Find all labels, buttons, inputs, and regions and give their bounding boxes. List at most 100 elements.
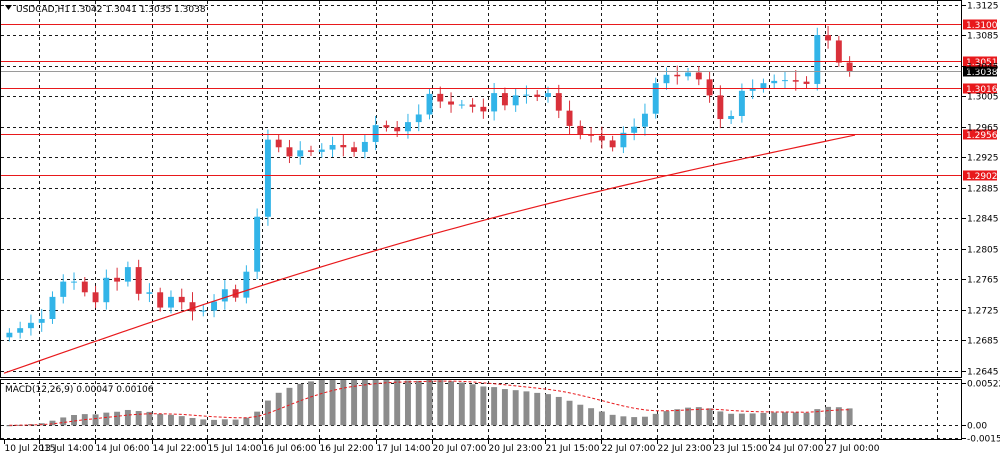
candle-body[interactable]	[534, 95, 540, 97]
macd-histogram-bar	[286, 388, 292, 425]
candle-body[interactable]	[168, 297, 174, 308]
macd-histogram-bar	[577, 405, 583, 426]
candle-body[interactable]	[545, 93, 551, 97]
macd-histogram-bar	[125, 410, 131, 425]
candle-body[interactable]	[480, 107, 486, 112]
candle-body[interactable]	[491, 93, 497, 111]
macd-histogram-bar	[739, 414, 745, 426]
candle-body[interactable]	[836, 40, 842, 62]
candle-body[interactable]	[330, 145, 336, 150]
candle-body[interactable]	[146, 292, 152, 294]
candle-body[interactable]	[437, 94, 443, 102]
candle-body[interactable]	[319, 150, 325, 152]
x-tick-label: 15 Jul 14:00	[208, 444, 262, 454]
candle-body[interactable]	[6, 333, 12, 338]
macd-histogram-bar	[222, 419, 228, 425]
candle-body[interactable]	[470, 105, 476, 107]
macd-histogram-bar	[534, 393, 540, 425]
candle-body[interactable]	[814, 35, 820, 84]
candle-body[interactable]	[567, 111, 573, 126]
x-tick-label: 14 Jul 06:00	[96, 444, 150, 454]
candle-body[interactable]	[190, 302, 196, 311]
candle-body[interactable]	[459, 105, 465, 106]
candle-body[interactable]	[50, 297, 56, 319]
candle-body[interactable]	[599, 136, 605, 141]
candle-body[interactable]	[157, 292, 163, 307]
symbol-label: USDCAD,H1	[16, 5, 70, 15]
candle-body[interactable]	[60, 282, 66, 297]
candle-body[interactable]	[760, 83, 766, 88]
candle-body[interactable]	[502, 93, 508, 105]
candle-body[interactable]	[17, 328, 23, 333]
symbol-header[interactable]: USDCAD,H1 1.3042 1.3041 1.3035 1.3038	[5, 5, 206, 15]
candle-body[interactable]	[394, 127, 400, 131]
macd-histogram-bar	[793, 412, 799, 425]
macd-histogram-bar	[233, 420, 239, 426]
candle-body[interactable]	[804, 82, 810, 84]
candle-body[interactable]	[674, 75, 680, 77]
candle-body[interactable]	[276, 140, 282, 148]
candle-body[interactable]	[39, 319, 45, 323]
candle-body[interactable]	[136, 267, 142, 294]
macd-histogram-bar	[728, 414, 734, 425]
candle-body[interactable]	[707, 79, 713, 95]
x-tick-label: 23 Jul 15:00	[714, 444, 768, 454]
candle-body[interactable]	[847, 63, 853, 71]
macd-histogram-bar	[383, 379, 389, 425]
candle-body[interactable]	[448, 102, 454, 105]
candle-body[interactable]	[297, 150, 303, 156]
candle-body[interactable]	[427, 94, 433, 115]
candle-body[interactable]	[28, 323, 34, 328]
candle-body[interactable]	[653, 83, 659, 114]
candle-body[interactable]	[222, 289, 228, 301]
candle-body[interactable]	[416, 114, 422, 122]
macd-histogram-bar	[157, 414, 163, 425]
candle-body[interactable]	[782, 80, 788, 81]
candle-body[interactable]	[211, 301, 217, 310]
candle-body[interactable]	[577, 126, 583, 134]
candle-body[interactable]	[685, 73, 691, 77]
candle-body[interactable]	[82, 282, 88, 293]
candle-body[interactable]	[114, 278, 120, 282]
candle-body[interactable]	[200, 311, 206, 312]
candle-body[interactable]	[71, 282, 77, 283]
candle-body[interactable]	[610, 140, 616, 147]
candle-body[interactable]	[513, 95, 519, 105]
macd-histogram-bar	[760, 413, 766, 425]
x-tick-label: 24 Jul 07:00	[770, 444, 824, 454]
candle-body[interactable]	[179, 297, 185, 302]
candle-body[interactable]	[286, 147, 292, 156]
candle-body[interactable]	[103, 278, 109, 302]
candle-body[interactable]	[771, 81, 777, 83]
candle-body[interactable]	[728, 116, 734, 119]
macd-histogram-bar	[599, 412, 605, 426]
candle-body[interactable]	[739, 91, 745, 116]
candle-body[interactable]	[556, 93, 562, 111]
macd-histogram-bar	[631, 417, 637, 425]
candle-body[interactable]	[254, 217, 260, 272]
candle-body[interactable]	[125, 267, 131, 282]
candle-body[interactable]	[696, 73, 702, 80]
x-tick-label: 27 Jul 00:00	[826, 444, 880, 454]
macd-histogram-bar	[567, 401, 573, 426]
macd-histogram-bar	[427, 380, 433, 425]
candle-body[interactable]	[642, 114, 648, 127]
macd-histogram-bar	[588, 408, 594, 425]
candle-body[interactable]	[631, 127, 637, 133]
candle-body[interactable]	[793, 80, 799, 82]
candle-body[interactable]	[383, 125, 389, 127]
candle-body[interactable]	[523, 95, 529, 96]
candle-body[interactable]	[243, 272, 249, 298]
candle-body[interactable]	[664, 75, 670, 83]
y-tick-label: 1.3085	[967, 32, 999, 42]
candle-body[interactable]	[351, 147, 357, 152]
candle-body[interactable]	[340, 145, 346, 147]
candle-body[interactable]	[308, 150, 314, 152]
candle-body[interactable]	[362, 142, 368, 152]
candle-body[interactable]	[405, 122, 411, 131]
candle-body[interactable]	[717, 95, 723, 119]
candle-body[interactable]	[93, 292, 99, 302]
candle-body[interactable]	[825, 35, 831, 40]
candle-body[interactable]	[373, 125, 379, 142]
candle-body[interactable]	[265, 140, 271, 217]
